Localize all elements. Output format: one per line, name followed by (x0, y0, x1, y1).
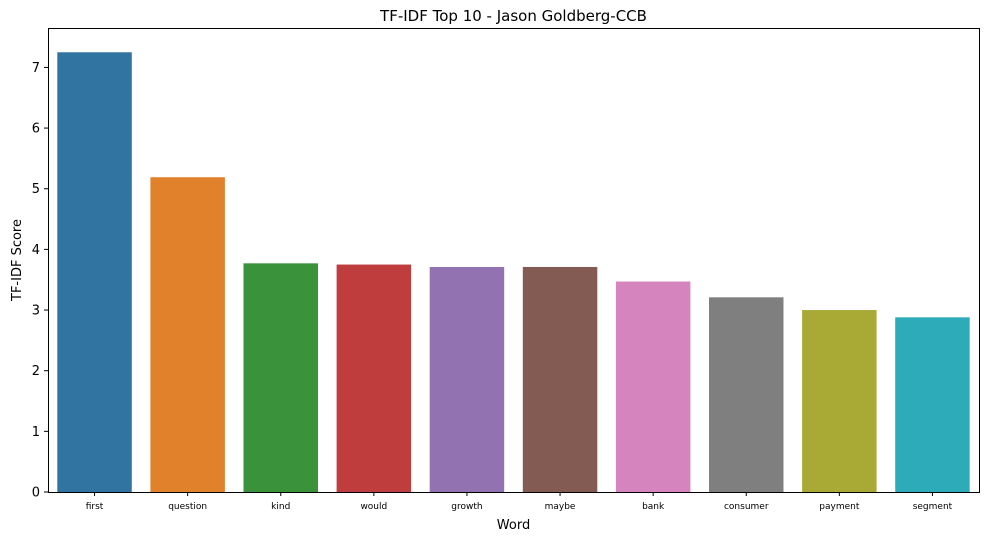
x-axis-ticks: first question kind would growth maybe bank con… (86, 492, 953, 512)
x-tick-label: growth (451, 502, 482, 512)
y-tick-label: 2 (32, 364, 40, 379)
plot-frame (48, 28, 980, 493)
x-tick-label: would (360, 502, 387, 512)
x-tick-label: segment (913, 502, 953, 512)
x-tick-label: payment (819, 502, 860, 512)
y-tick-label: 6 (32, 122, 40, 137)
bar-payment (802, 310, 877, 492)
bar-bank (615, 281, 691, 492)
y-axis-ticks: 0 1 2 3 4 5 6 7 (32, 61, 48, 501)
y-tick-label: 4 (32, 243, 40, 258)
y-axis-label: TF-IDF Score (10, 219, 25, 302)
bars-group (57, 52, 970, 493)
y-tick-label: 5 (32, 182, 40, 197)
y-tick-label: 3 (32, 304, 40, 319)
bar-first (57, 52, 132, 492)
bar-question (150, 177, 225, 493)
bar-consumer (709, 297, 784, 492)
bar-segment (895, 317, 970, 492)
bar-kind (243, 263, 318, 492)
x-tick-label: consumer (724, 502, 769, 512)
x-tick-label: question (168, 502, 207, 512)
chart-title: TF-IDF Top 10 - Jason Goldberg-CCB (379, 7, 647, 25)
y-tick-label: 7 (32, 61, 40, 76)
y-tick-label: 1 (32, 425, 40, 440)
x-tick-label: first (86, 502, 104, 512)
x-tick-label: bank (642, 502, 665, 512)
bar-would (336, 264, 412, 492)
x-tick-label: kind (271, 502, 290, 512)
bar-maybe (522, 266, 598, 492)
x-tick-label: maybe (545, 502, 576, 512)
bar-growth (429, 266, 505, 492)
y-tick-label: 0 (32, 486, 40, 501)
x-axis-label: Word (497, 518, 530, 533)
